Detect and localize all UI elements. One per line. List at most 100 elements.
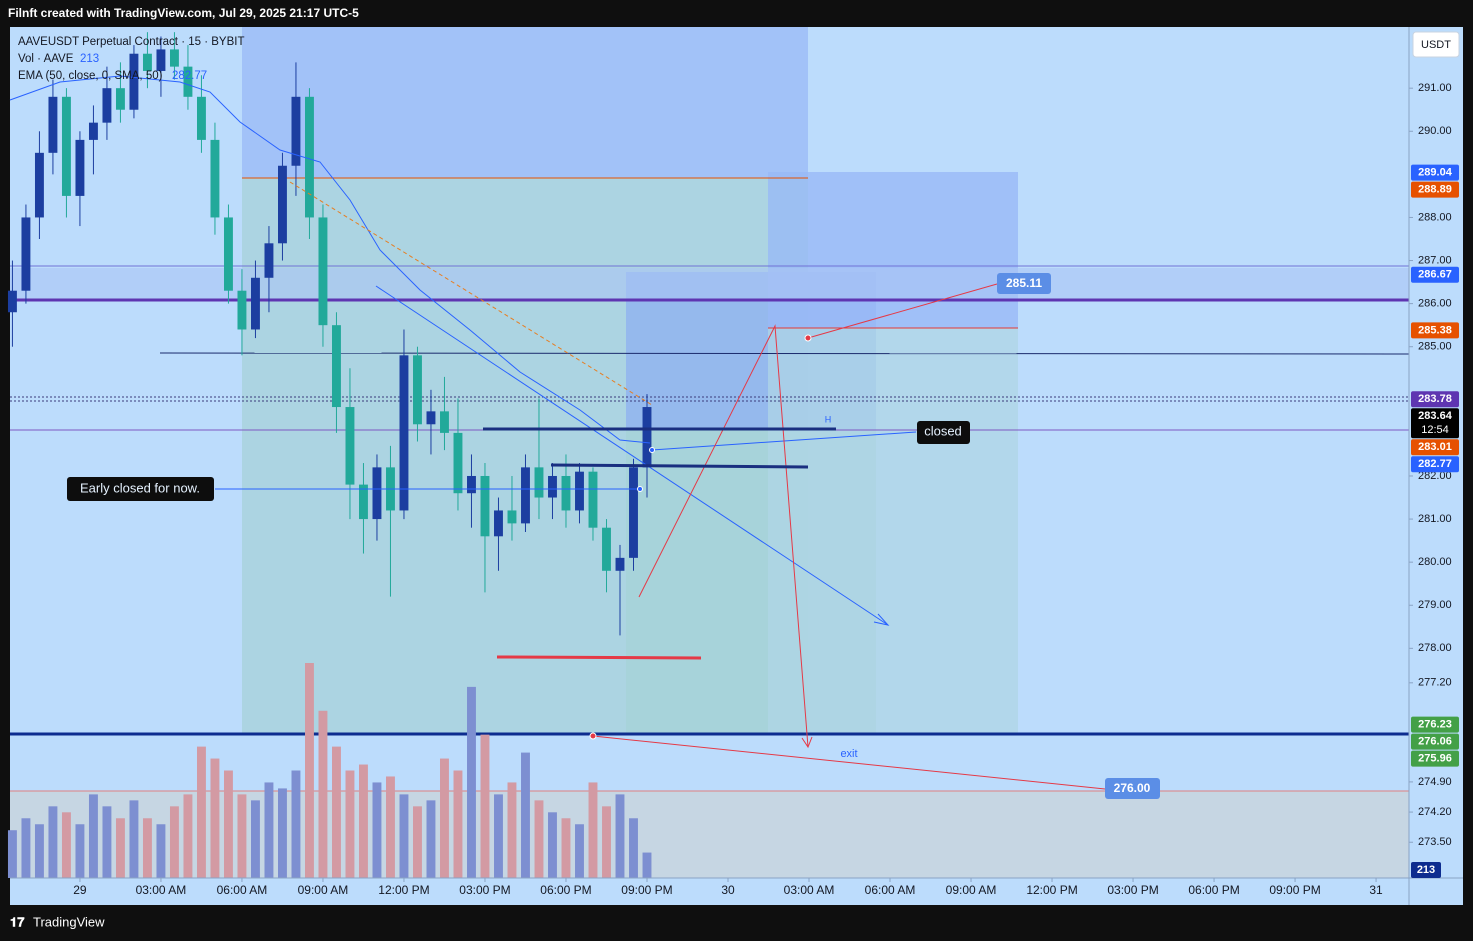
- legend-ema-value: 282.77: [172, 70, 207, 82]
- volume-bar: [88, 794, 98, 878]
- ema-line: [9, 75, 651, 444]
- price-label-box: [1411, 716, 1459, 733]
- y-tick-label: 285.00: [1418, 341, 1452, 353]
- price-label-box: [1411, 733, 1459, 750]
- candle-body: [210, 139, 220, 218]
- volume-bar: [399, 794, 409, 878]
- candle-body: [575, 471, 584, 511]
- volume-bar: [156, 824, 166, 878]
- x-tick-label: 03:00 AM: [784, 883, 835, 897]
- volume-bar: [264, 782, 274, 878]
- volume-bar: [305, 663, 314, 878]
- candle-body: [413, 355, 422, 425]
- candle-body: [602, 527, 611, 571]
- anchor: [589, 732, 597, 740]
- price-label: 282.77: [1418, 458, 1452, 470]
- price-label-box: [1411, 750, 1459, 767]
- currency-button[interactable]: [1412, 31, 1460, 58]
- anchor: [804, 334, 812, 342]
- price-label: 275.96: [1418, 753, 1452, 765]
- volume-bar: [561, 818, 571, 878]
- y-tick-label: 279.00: [1418, 599, 1452, 611]
- volume-label-box: [1411, 862, 1441, 878]
- zone: [242, 27, 808, 178]
- price-note: 276.00: [1114, 781, 1151, 795]
- candle-body: [318, 217, 328, 326]
- volume-bar: [75, 824, 85, 878]
- candle-body: [7, 290, 17, 313]
- x-tick-label: 06:00 AM: [865, 883, 916, 897]
- candle-layer: [7, 32, 652, 636]
- zone: [768, 172, 1018, 328]
- legend-ema: EMA (50, close, 0, SMA, 50): [18, 70, 163, 82]
- y-tick-label: 290.00: [1418, 125, 1452, 137]
- candle-body: [629, 467, 638, 558]
- candle-body: [129, 53, 139, 110]
- y-tick-label: 277.20: [1418, 677, 1452, 689]
- price-label: 283.01: [1418, 441, 1452, 453]
- candle-body: [34, 152, 44, 218]
- note-text: H: [825, 414, 832, 424]
- footer-text: TradingView: [33, 914, 105, 929]
- y-tick-label: 274.90: [1418, 776, 1452, 788]
- zone: [768, 328, 1018, 734]
- note-text: exit: [840, 748, 857, 760]
- volume-bar: [548, 812, 557, 878]
- candle-body: [548, 475, 557, 498]
- volume-bar: [413, 806, 422, 878]
- candle-body: [453, 432, 463, 494]
- x-tick-label: 30: [721, 883, 735, 897]
- anchor: [649, 447, 655, 453]
- price-label: 285.38: [1418, 324, 1452, 336]
- volume-bar: [250, 800, 260, 878]
- candle-body: [250, 277, 260, 330]
- volume-bar: [426, 800, 436, 878]
- candle-body: [88, 122, 98, 140]
- volume-bar: [332, 746, 341, 878]
- trend-line: [375, 285, 889, 626]
- volume-bar: [453, 770, 463, 878]
- volume-bar: [210, 758, 220, 878]
- candle-body: [75, 139, 85, 196]
- x-tick-label: 03:00 PM: [459, 883, 510, 897]
- volume-bar: [507, 782, 517, 878]
- x-tick-label: 09:00 PM: [1269, 883, 1320, 897]
- volume-bar: [61, 812, 71, 878]
- candle-body: [115, 88, 125, 110]
- volume-layer: [7, 663, 652, 878]
- trend-line: [592, 735, 1106, 790]
- candle-body: [494, 510, 503, 537]
- candle-body: [142, 53, 152, 71]
- path-line: [638, 324, 809, 748]
- trend-line: [289, 181, 653, 406]
- footer-logo: 𝟏𝟕: [10, 914, 25, 929]
- volume-bar: [534, 800, 544, 878]
- trend-line: [807, 283, 998, 339]
- currency-label[interactable]: USDT: [1421, 39, 1451, 51]
- price-label: 286.67: [1418, 269, 1452, 281]
- candle-body: [467, 475, 476, 494]
- legend-symbol: AAVEUSDT Perpetual Contract · 15 · BYBIT: [18, 36, 244, 48]
- candle-body: [507, 510, 517, 524]
- candle-body: [615, 557, 625, 571]
- y-tick-label: 274.20: [1418, 806, 1452, 818]
- volume-bar: [196, 746, 206, 878]
- price-label-box: [1411, 439, 1459, 456]
- header-text: Filnft created with TradingView.com, Jul…: [8, 6, 359, 20]
- note-box: [67, 477, 214, 501]
- price-label: 288.89: [1418, 184, 1452, 196]
- candle-body: [264, 243, 274, 278]
- candle-body: [156, 49, 166, 71]
- candle-body: [534, 467, 544, 498]
- volume-bar: [629, 818, 638, 878]
- volume-bar: [480, 734, 490, 878]
- y-tick-label: 288.00: [1418, 211, 1452, 223]
- candle-body: [196, 96, 206, 140]
- volume-label: 213: [1417, 864, 1435, 876]
- candle-body: [426, 411, 436, 425]
- volume-bar: [277, 788, 287, 878]
- x-tick-label: 12:00 PM: [378, 883, 429, 897]
- price-label-box: [1411, 164, 1459, 181]
- candle-body: [183, 66, 193, 97]
- volume-bar: [129, 800, 139, 878]
